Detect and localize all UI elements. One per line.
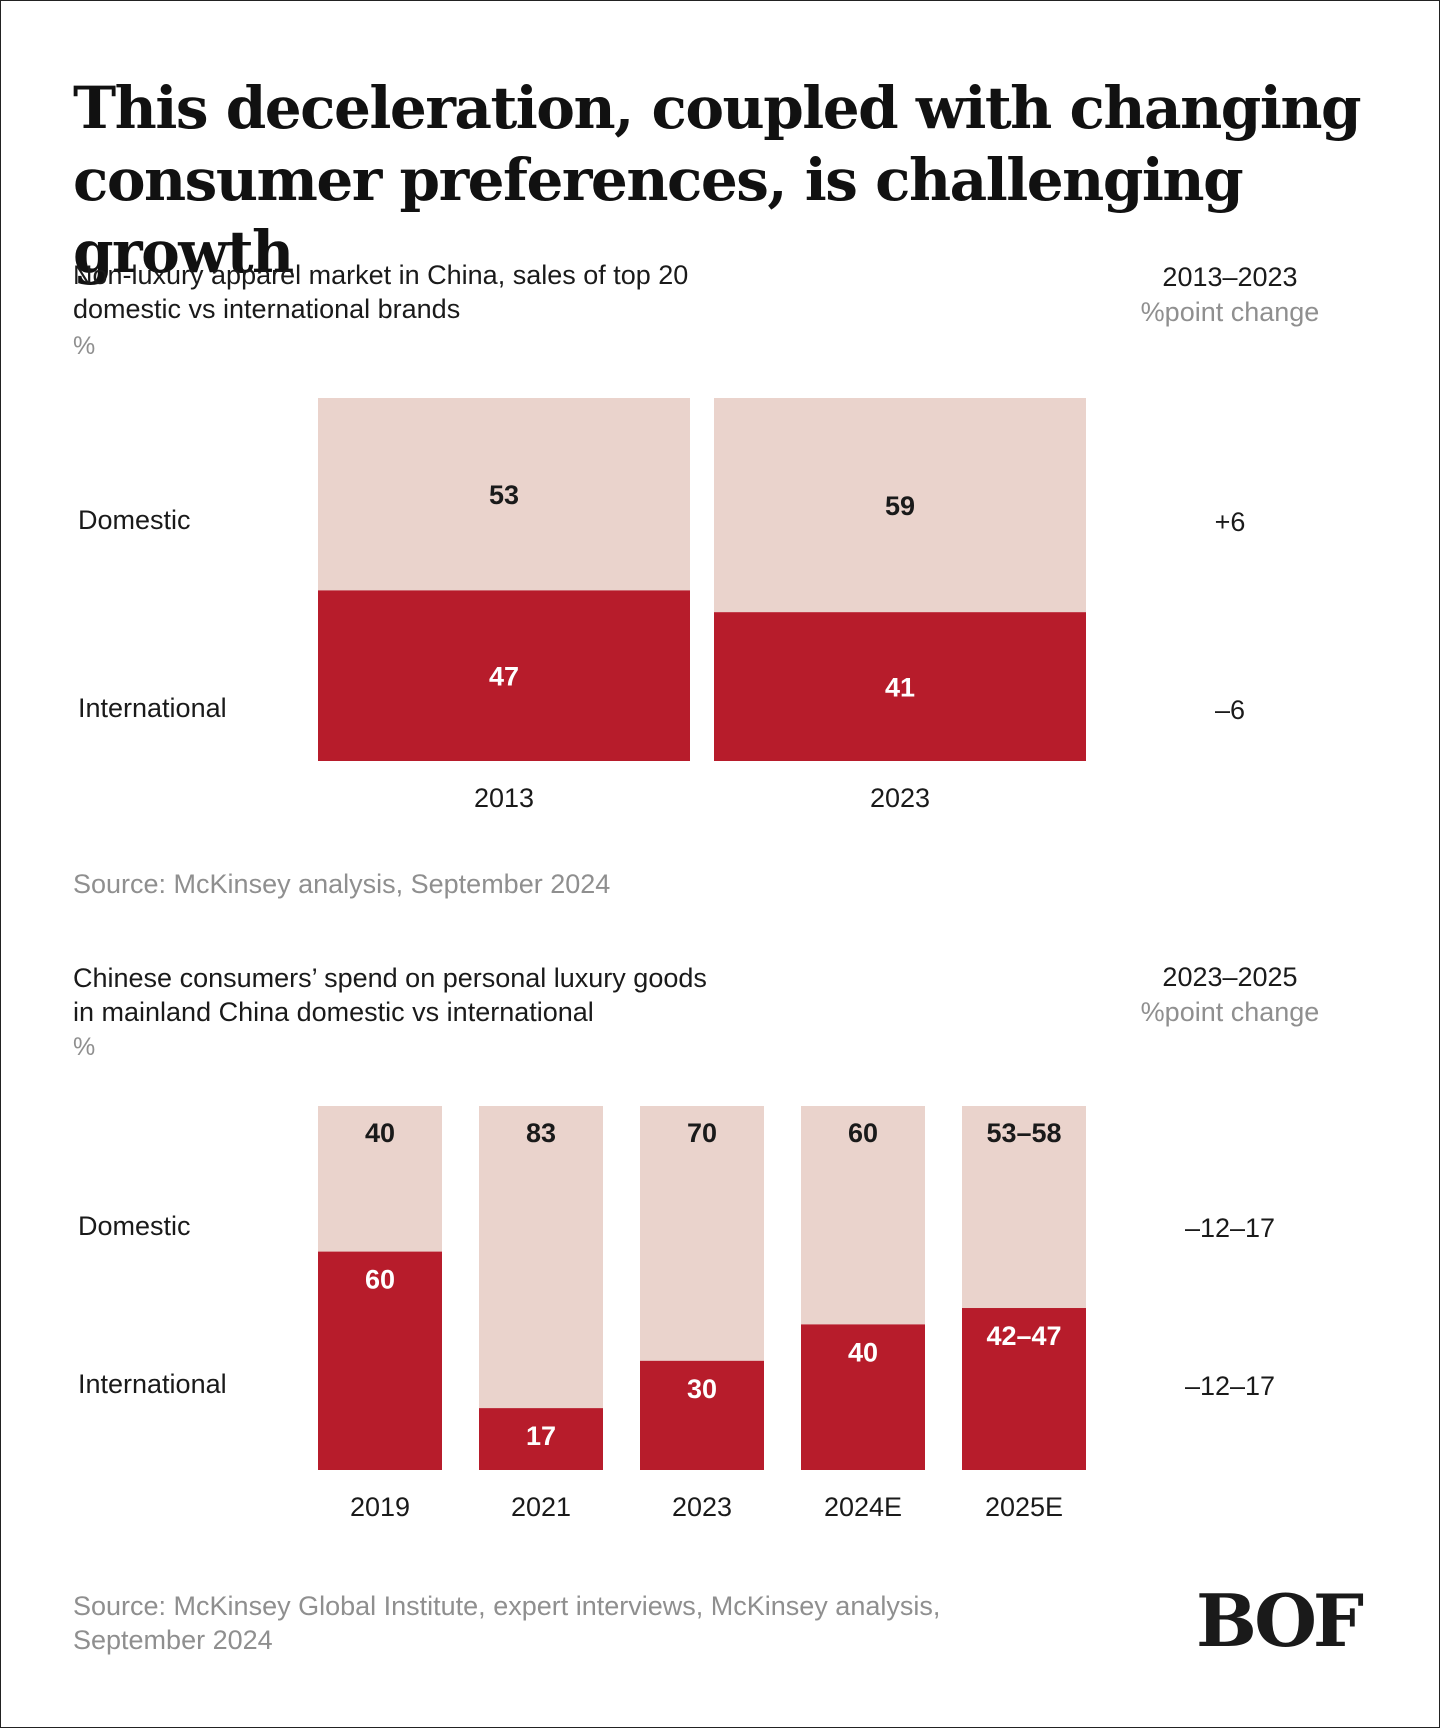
chart2-subtitle-line1: Chinese consumers’ spend on personal lux… [73, 963, 707, 993]
chart1-subtitle-line1: Non-luxury apparel market in China, sale… [73, 260, 689, 290]
chart1-change-header-period: 2013–2023 [1162, 262, 1298, 292]
chart1-change-international: –6 [1214, 695, 1246, 725]
chart2-bar-international-2023 [640, 1360, 764, 1470]
chart1-label-international: International [78, 693, 227, 723]
chart2-bar-international-2024E [801, 1324, 925, 1470]
chart1-label-domestic-2023: 59 [885, 491, 915, 521]
chart1-bar-domestic-2023 [714, 398, 1086, 613]
chart2-label-international-2023: 30 [687, 1374, 717, 1404]
chart1-change-header-unit: %point change [1140, 297, 1320, 327]
chart2-label-domestic-2024E: 60 [848, 1118, 878, 1148]
chart1-plot: 53 47 2013 59 41 2023 [318, 398, 1086, 813]
chart2-label-international: International [78, 1369, 227, 1399]
chart1-bar-international-2013 [318, 590, 690, 761]
chart2-label-domestic-2019: 40 [365, 1118, 395, 1148]
chart2-category-label-2023: 2023 [672, 1492, 732, 1522]
chart1-subtitle-line2: domestic vs international brands [73, 294, 461, 324]
chart2-label-domestic: Domestic [78, 1211, 191, 1241]
chart1-bar-international-2023 [714, 612, 1086, 761]
chart2-label-domestic-2023: 70 [687, 1118, 717, 1148]
chart2-label-international-2019: 60 [365, 1265, 395, 1295]
chart2-bar-international-2025E [962, 1308, 1086, 1470]
chart1-label-domestic-2013: 53 [489, 480, 519, 510]
bof-logo: BOF [1196, 1584, 1376, 1658]
chart2-bar-domestic-2019 [318, 1106, 442, 1252]
chart2-source-line1: Source: McKinsey Global Institute, exper… [73, 1591, 941, 1621]
chart1-category-label-2023: 2023 [870, 783, 930, 813]
chart1-change-domestic: +6 [1214, 507, 1246, 537]
chart2-change-header: 2023–2025 %point change [1100, 960, 1360, 1030]
page-title: This deceleration, coupled with changing… [73, 74, 1362, 286]
chart2-subtitle: Chinese consumers’ spend on personal lux… [73, 961, 853, 1029]
chart1-unit: % [73, 332, 96, 360]
chart1-label-domestic: Domestic [78, 505, 191, 535]
chart2-label-domestic-2021: 83 [526, 1118, 556, 1148]
chart2-change-domestic: –12–17 [1184, 1213, 1276, 1243]
chart2-category-label-2024E: 2024E [824, 1492, 902, 1522]
chart2-plot: 40 60 2019 83 17 2021 70 30 2023 60 40 2024E 53–58 42… [318, 1106, 1086, 1522]
chart2-label-domestic-2025E: 53–58 [986, 1118, 1061, 1148]
chart2-bar-international-2021 [479, 1408, 603, 1470]
chart1-category-label-2013: 2013 [474, 783, 534, 813]
chart1-source: Source: McKinsey analysis, September 202… [73, 869, 611, 899]
chart2-category-label-2019: 2019 [350, 1492, 410, 1522]
chart2-change-international: –12–17 [1184, 1371, 1276, 1401]
chart2-label-international-2024E: 40 [848, 1337, 878, 1367]
chart1-change-header: 2013–2023 %point change [1100, 260, 1360, 330]
chart2-unit: % [73, 1033, 96, 1061]
chart1-subtitle: Non-luxury apparel market in China, sale… [73, 258, 853, 326]
chart1-label-international-2013: 47 [489, 662, 519, 692]
chart2-bar-international-2019 [318, 1251, 442, 1470]
chart1-bar-domestic-2013 [318, 398, 690, 591]
chart2-bar-domestic-2024E [801, 1106, 925, 1325]
chart2-bar-domestic-2021 [479, 1106, 603, 1409]
chart2-change-header-unit: %point change [1140, 997, 1320, 1027]
chart2-label-international-2021: 17 [526, 1421, 556, 1451]
chart2-category-label-2021: 2021 [511, 1492, 571, 1522]
chart2-category-label-2025E: 2025E [985, 1492, 1063, 1522]
chart2-source: Source: McKinsey Global Institute, exper… [73, 1589, 940, 1657]
chart2-bar-domestic-2025E [962, 1106, 1086, 1309]
chart2-label-international-2025E: 42–47 [986, 1321, 1061, 1351]
chart1-label-international-2023: 41 [885, 673, 915, 703]
chart2-bar-domestic-2023 [640, 1106, 764, 1361]
chart2-source-line2: September 2024 [73, 1625, 273, 1655]
chart2-subtitle-line2: in mainland China domestic vs internatio… [73, 997, 594, 1027]
chart2-change-header-period: 2023–2025 [1162, 962, 1298, 992]
bof-logo-wordmark: BOF [1196, 1578, 1364, 1663]
